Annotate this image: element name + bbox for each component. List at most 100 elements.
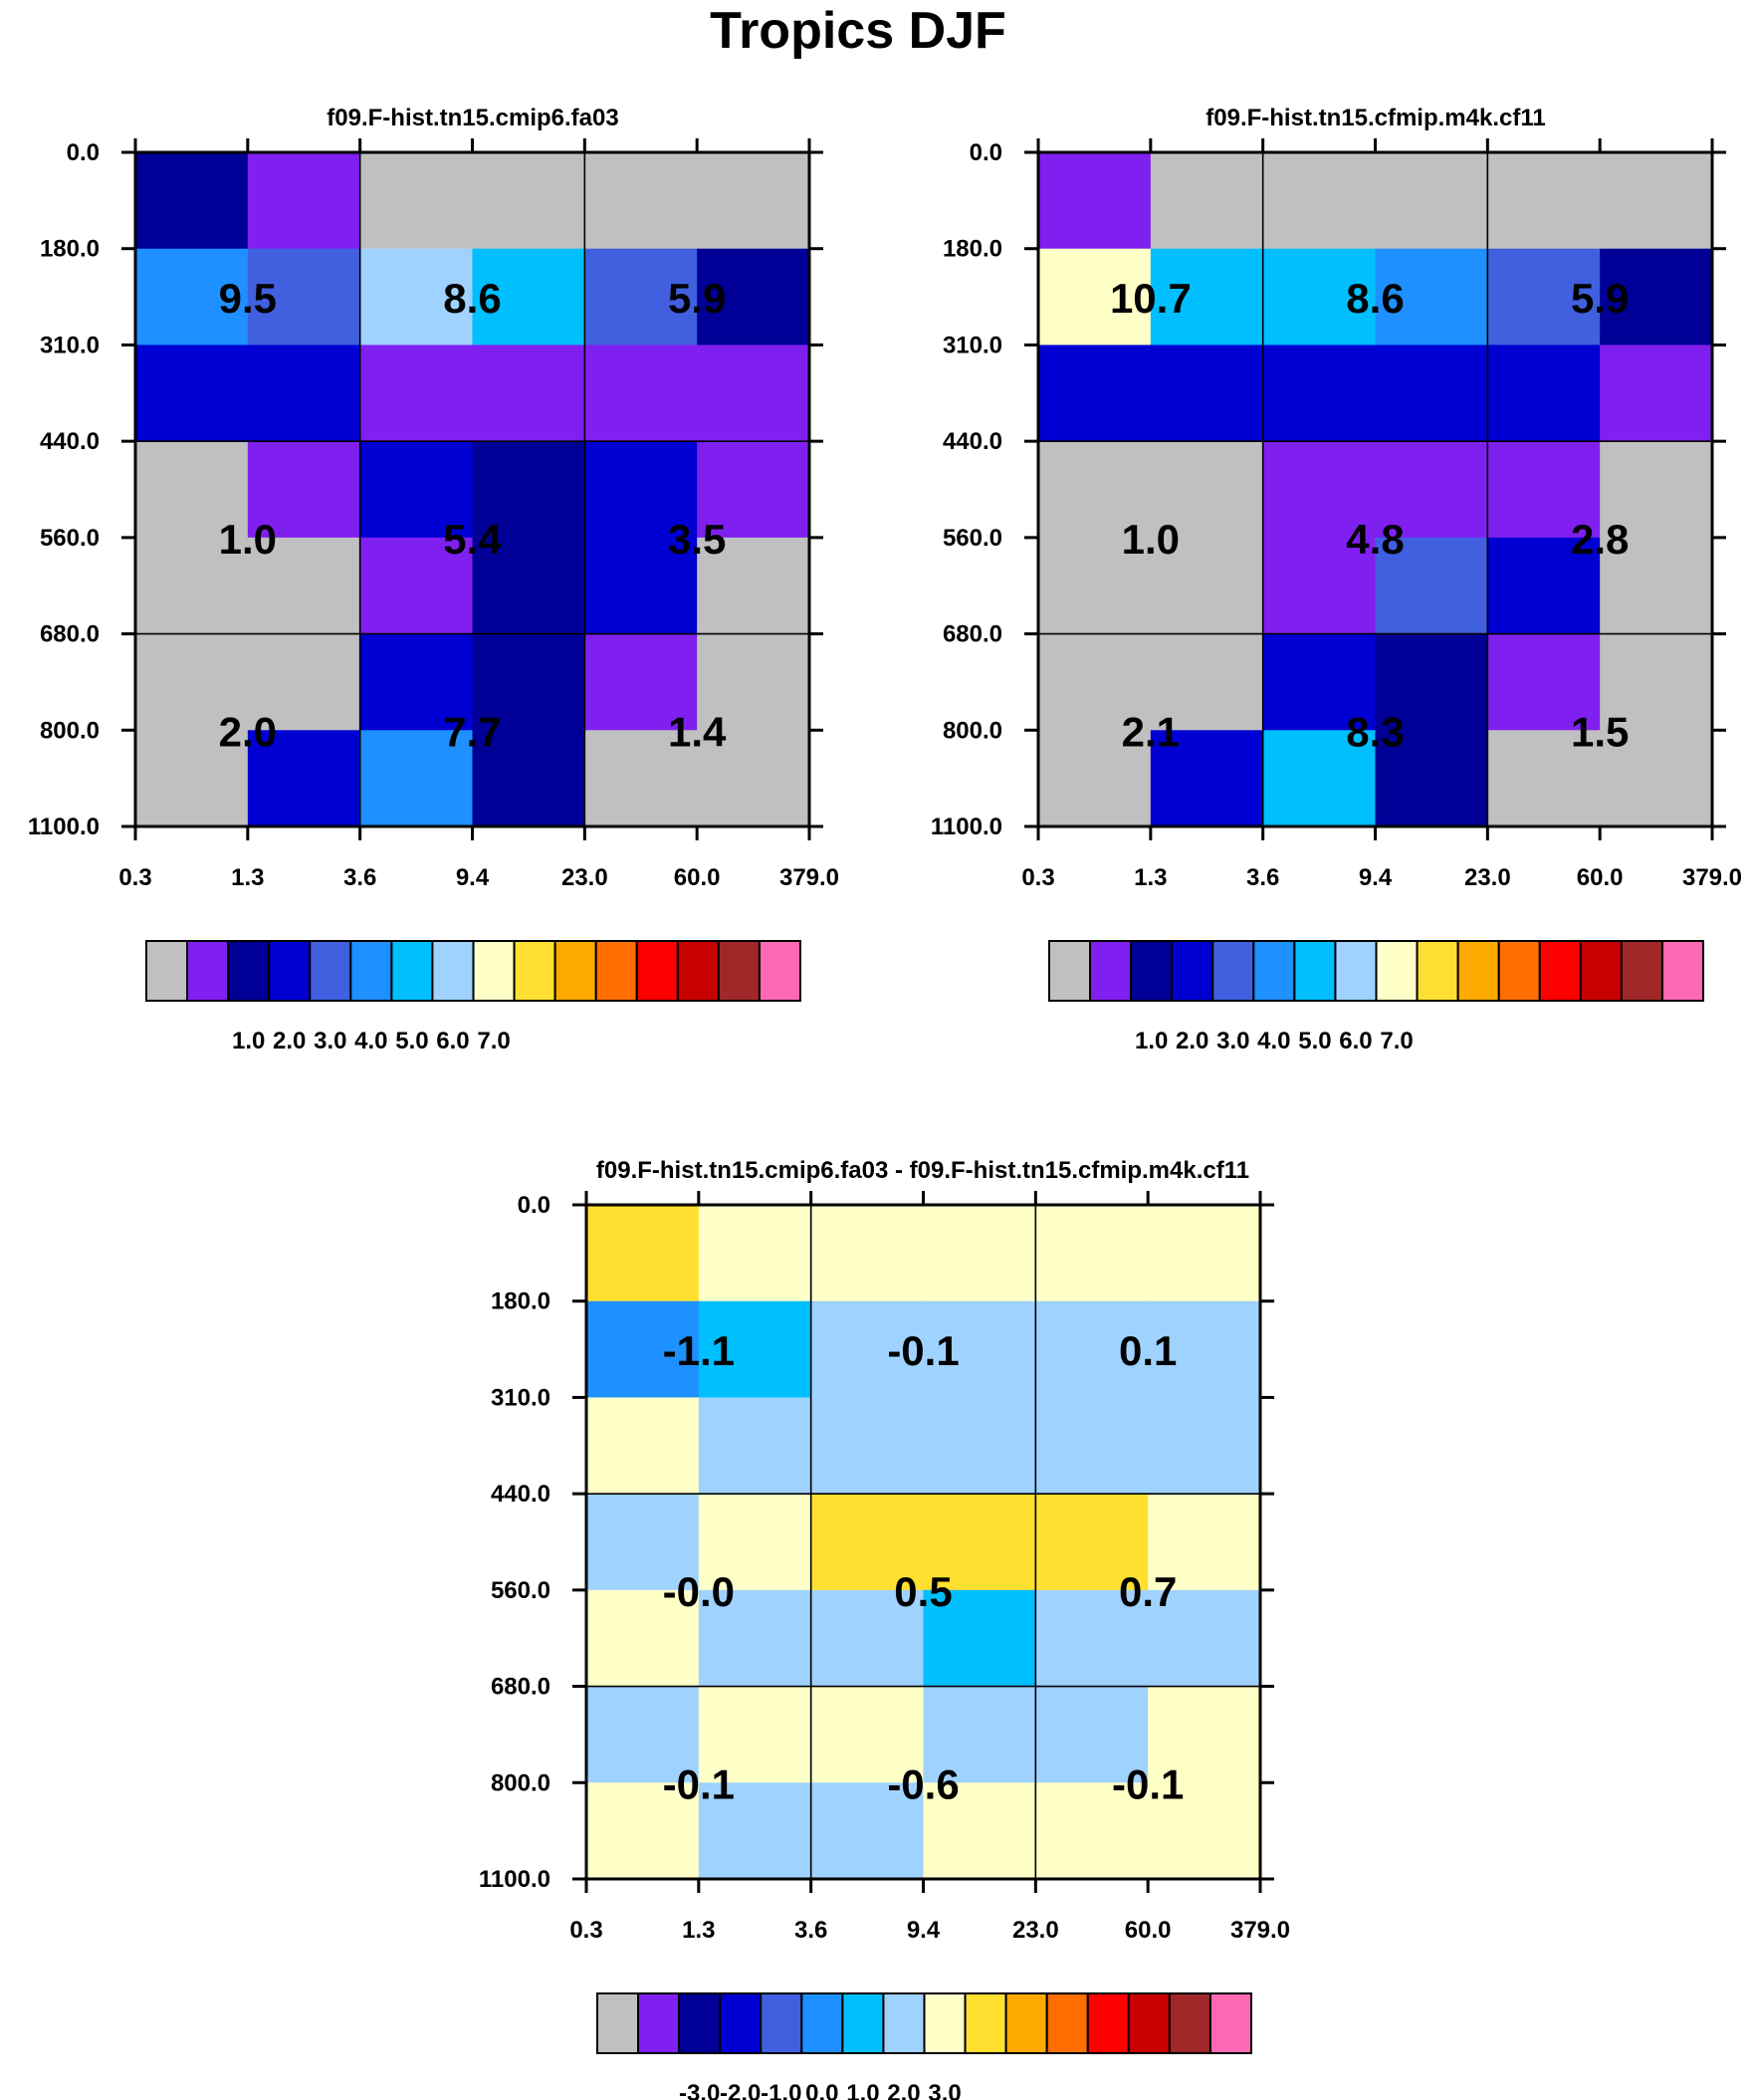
heatmap-cell bbox=[1035, 1782, 1149, 1880]
panel-title: f09.F-hist.tn15.cfmip.m4k.cf11 bbox=[1206, 105, 1545, 131]
y-tick-label: 0.0 bbox=[67, 139, 100, 166]
heatmap-cell bbox=[1148, 1589, 1261, 1688]
heatmap-cell bbox=[810, 1686, 925, 1783]
heatmap-panel-3: f09.F-hist.tn15.cmip6.fa03 - f09.F-hist.… bbox=[479, 1157, 1290, 2100]
y-tick-label: 440.0 bbox=[943, 428, 1002, 455]
heatmap-cell bbox=[1375, 248, 1488, 347]
y-tick-label: 680.0 bbox=[943, 621, 1002, 648]
heatmap-cell bbox=[135, 248, 249, 347]
heatmap-cell bbox=[586, 1205, 700, 1302]
x-tick-label: 23.0 bbox=[1012, 1917, 1059, 1944]
heatmap-cell bbox=[584, 152, 698, 250]
x-tick-label: 23.0 bbox=[561, 864, 608, 891]
colorbar-label: 1.0 bbox=[1135, 1028, 1168, 1054]
heatmap-cell bbox=[1038, 152, 1152, 250]
heatmap-cell bbox=[472, 345, 585, 442]
colorbar-swatch bbox=[227, 940, 271, 1002]
y-tick-label: 800.0 bbox=[491, 1769, 550, 1796]
heatmap-cell bbox=[1262, 345, 1377, 442]
colorbar-label: 6.0 bbox=[1339, 1028, 1372, 1054]
heatmap-cell bbox=[135, 345, 249, 442]
colorbar-swatch bbox=[1211, 940, 1255, 1002]
y-tick-label: 560.0 bbox=[40, 525, 100, 552]
heatmap-cell bbox=[1262, 248, 1377, 347]
heatmap-cell bbox=[1600, 537, 1713, 635]
box-value-label: 5.9 bbox=[668, 275, 726, 322]
colorbar-label: 2.0 bbox=[887, 2080, 920, 2100]
box-value-label: 2.1 bbox=[1122, 708, 1180, 755]
heatmap-cell bbox=[1038, 730, 1152, 827]
heatmap-cell bbox=[1600, 152, 1713, 250]
heatmap-cell bbox=[359, 441, 474, 539]
heatmap-cell bbox=[1035, 1589, 1149, 1688]
heatmap-cell bbox=[1038, 345, 1152, 442]
colorbar-swatch bbox=[635, 940, 679, 1002]
figure-title: Tropics DJF bbox=[710, 2, 1006, 60]
heatmap-cell bbox=[584, 345, 698, 442]
heatmap-cell bbox=[697, 152, 810, 250]
heatmap-cell bbox=[1600, 730, 1713, 827]
heatmap-cell bbox=[586, 1397, 700, 1495]
box-value-label: -1.1 bbox=[663, 1327, 735, 1374]
heatmap-cell bbox=[472, 441, 585, 539]
colorbar: -3.0 -2.0 -1.0 0.0 1.0 2.0 3.0 bbox=[596, 1992, 1252, 2100]
heatmap-cell bbox=[359, 537, 474, 635]
colorbar-swatch bbox=[1334, 940, 1378, 1002]
colorbar-swatch bbox=[923, 1992, 967, 2054]
heatmap-cell bbox=[1487, 345, 1601, 442]
colorbar-swatch bbox=[676, 940, 720, 1002]
heatmap-cell bbox=[247, 730, 361, 827]
heatmap-cell bbox=[698, 1782, 812, 1880]
colorbar-swatch bbox=[1004, 1992, 1048, 2054]
colorbar-label: 3.0 bbox=[1216, 1028, 1249, 1054]
colorbar: 1.0 2.0 3.0 4.0 5.0 6.0 7.0 bbox=[1048, 940, 1704, 1054]
heatmap-cell bbox=[698, 1686, 812, 1783]
heatmap-cell bbox=[697, 441, 810, 539]
heatmap-cell bbox=[923, 1205, 1036, 1302]
heatmap-cell bbox=[472, 537, 585, 635]
colorbar-label: -2.0 bbox=[720, 2080, 761, 2100]
heatmap-cell bbox=[1600, 441, 1713, 539]
heatmap-cell bbox=[1600, 633, 1713, 731]
heatmap-cell bbox=[1487, 633, 1601, 731]
colorbar-swatch bbox=[309, 940, 352, 1002]
heatmap-cell bbox=[923, 1589, 1036, 1688]
heatmap-cell bbox=[247, 152, 361, 250]
colorbar-swatch bbox=[841, 1992, 885, 2054]
heatmap-cell bbox=[472, 248, 585, 347]
y-tick-label: 1100.0 bbox=[479, 1866, 550, 1893]
x-tick-label: 9.4 bbox=[907, 1917, 941, 1944]
box-value-label: 8.3 bbox=[1346, 708, 1404, 755]
y-tick-label: 1100.0 bbox=[28, 814, 100, 840]
x-tick-label: 23.0 bbox=[1464, 864, 1511, 891]
heatmap-cell bbox=[584, 441, 698, 539]
box-value-label: -0.0 bbox=[663, 1568, 735, 1615]
heatmap-cell bbox=[359, 152, 474, 250]
colorbar: 1.0 2.0 3.0 4.0 5.0 6.0 7.0 bbox=[145, 940, 801, 1054]
colorbar-label: -1.0 bbox=[761, 2080, 801, 2100]
x-tick-label: 60.0 bbox=[1125, 1917, 1172, 1944]
x-tick-label: 60.0 bbox=[674, 864, 721, 891]
colorbar-swatch bbox=[1208, 1992, 1252, 2054]
box-value-label: -0.1 bbox=[1112, 1760, 1184, 1807]
box-value-label: 1.0 bbox=[219, 516, 277, 563]
y-tick-label: 560.0 bbox=[491, 1577, 550, 1604]
heatmap-cell bbox=[247, 633, 361, 731]
heatmap-cell bbox=[923, 1494, 1036, 1591]
y-tick-label: 560.0 bbox=[943, 525, 1002, 552]
box-value-label: 4.8 bbox=[1346, 516, 1404, 563]
heatmap-cell bbox=[135, 730, 249, 827]
colorbar-swatch bbox=[472, 940, 516, 1002]
heatmap-cell bbox=[584, 248, 698, 347]
box-value-label: 3.5 bbox=[668, 516, 726, 563]
box-value-label: 1.0 bbox=[1122, 516, 1180, 563]
colorbar-swatch bbox=[1416, 940, 1459, 1002]
heatmap-cell bbox=[1038, 248, 1152, 347]
heatmap-cell bbox=[923, 1300, 1036, 1399]
heatmap-panel-1: f09.F-hist.tn15.cmip6.fa03 0.0 180.0 310.0 4… bbox=[28, 105, 839, 1054]
box-value-label: 5.4 bbox=[443, 516, 502, 563]
heatmap-cell bbox=[1262, 730, 1377, 827]
y-tick-label: 310.0 bbox=[491, 1384, 550, 1411]
colorbar-swatch bbox=[1660, 940, 1704, 1002]
